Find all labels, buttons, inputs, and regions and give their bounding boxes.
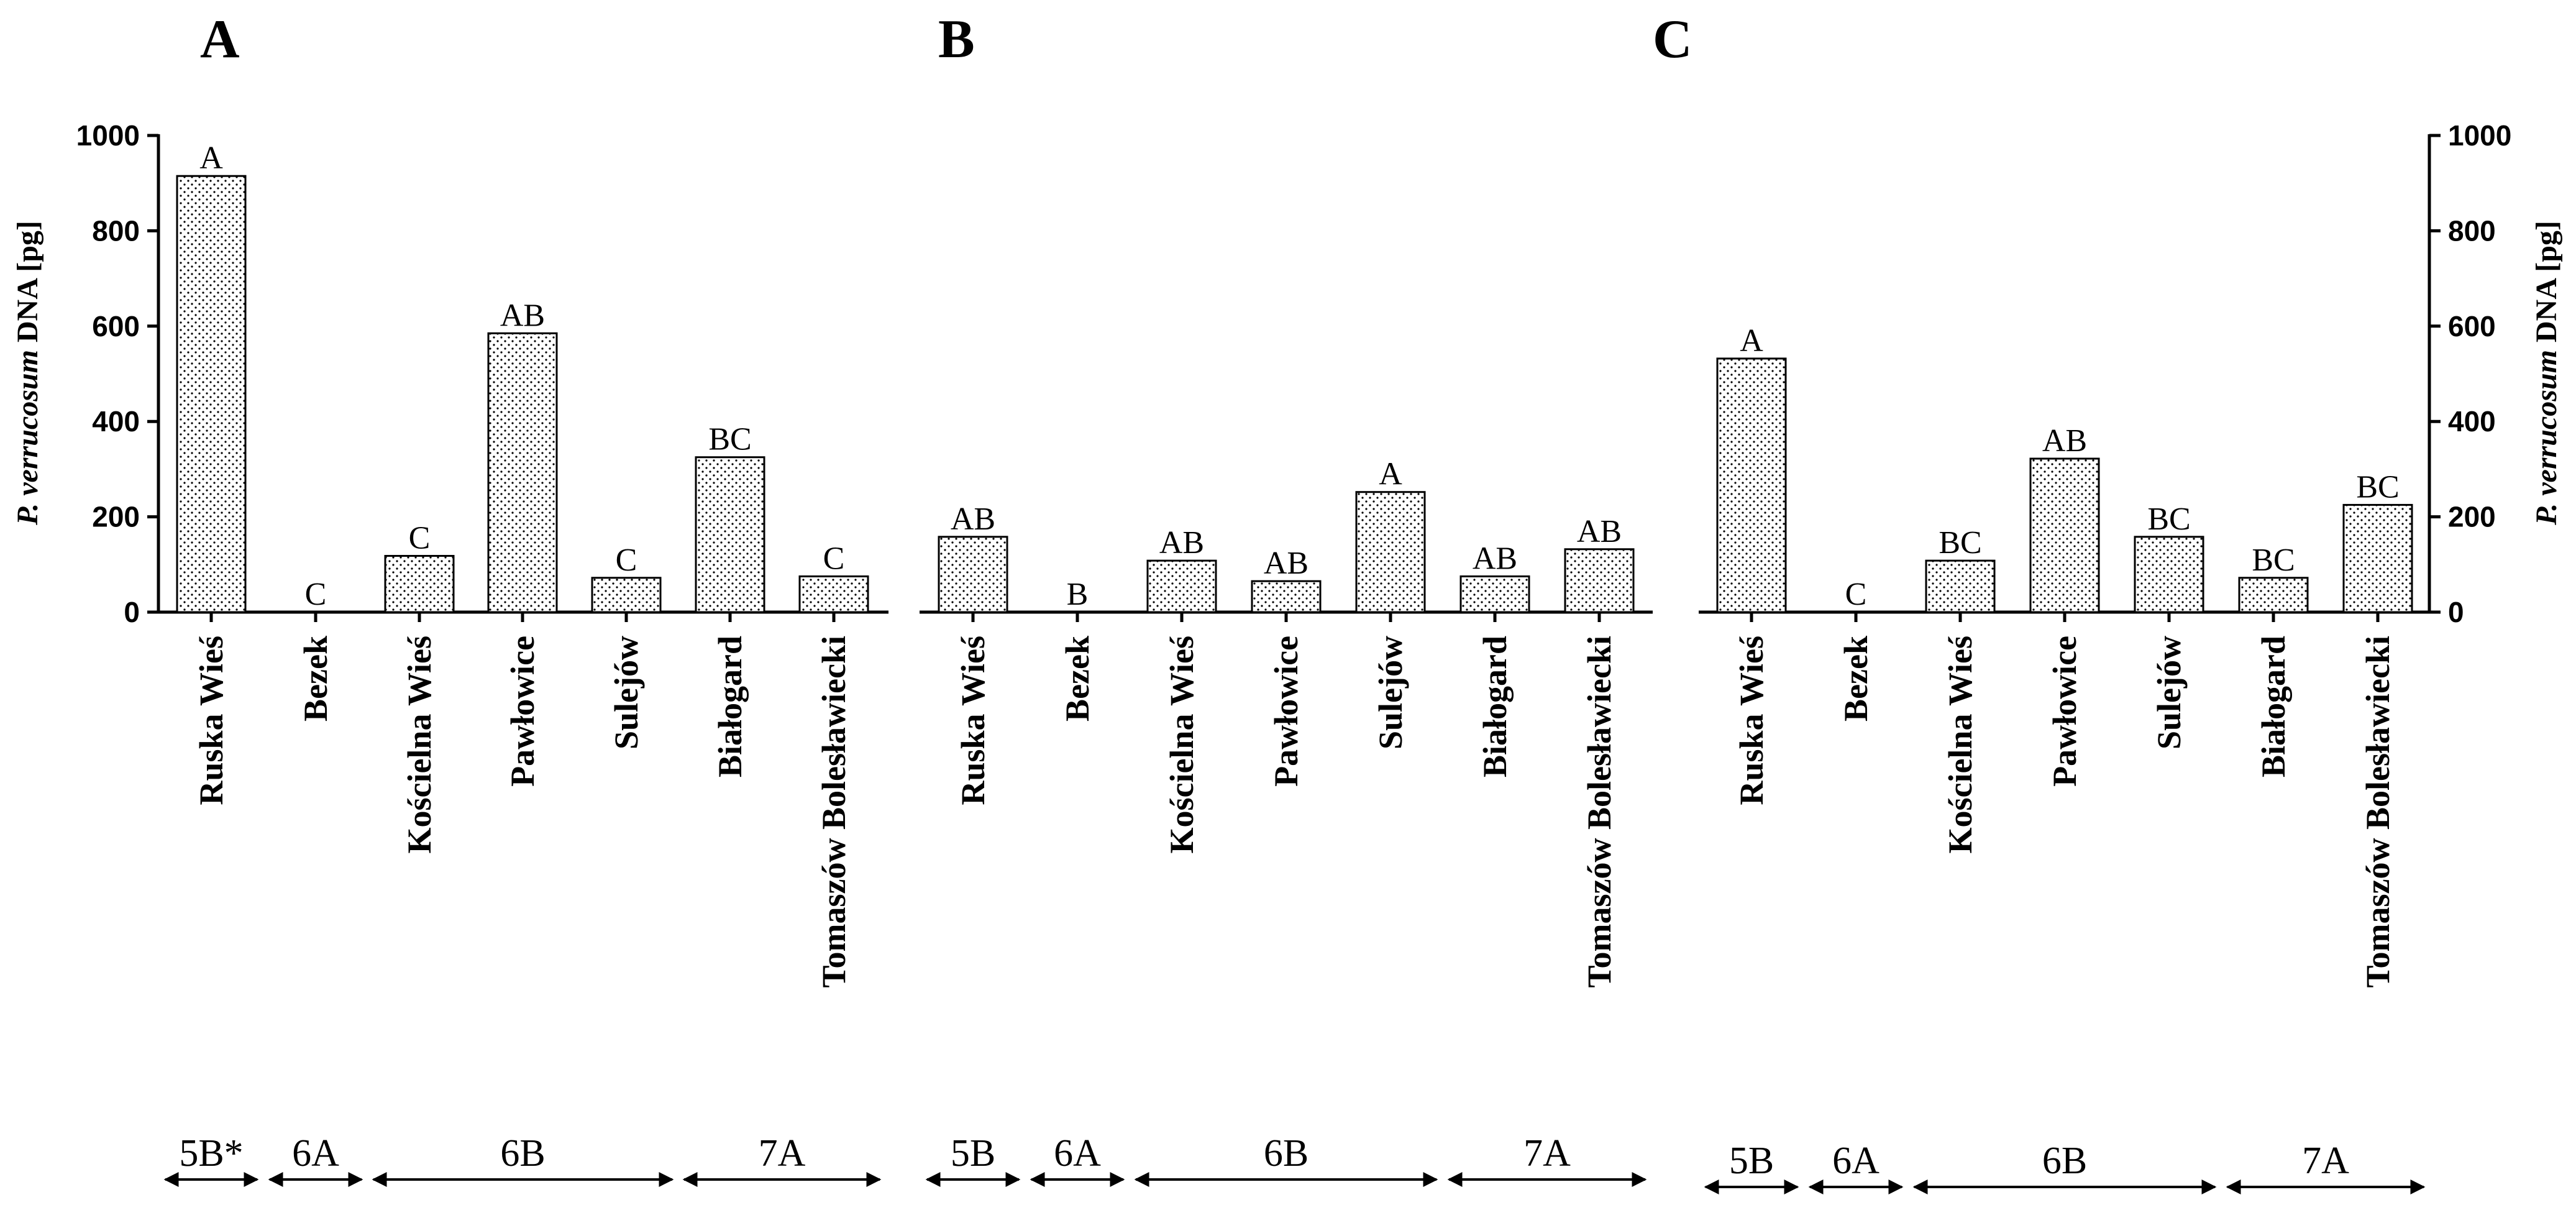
group-label: 6A [1832,1140,1879,1182]
significance-label: C [616,543,637,578]
panel-letter-a: A [200,9,240,70]
category-label: Kościelna Wieś [1942,636,1979,854]
panel-letter-b: B [938,9,975,70]
category-label: Ruska Wieś [193,636,230,805]
bar [1564,548,1635,613]
group-label: 6B [2042,1140,2087,1182]
y-tick-label: 800 [92,214,140,247]
group-label: 7A [1523,1132,1571,1175]
panel-a-chart: 0 200 400 600 800 1000 A Ruska Wieś C Bezek C Kości… [76,119,888,1187]
significance-label: AB [951,502,995,537]
bar [384,554,455,613]
category-label: Bezek [1059,636,1096,721]
significance-label: A [199,140,223,176]
significance-label: AB [1159,525,1204,561]
category-label: Pawłowice [1267,636,1305,787]
category-label: Białogard [711,636,749,777]
significance-label: AB [1577,514,1622,549]
group-label: 6A [1054,1132,1101,1175]
group-label: 5B [1729,1140,1774,1182]
y-axis-label-right: P. verrucosum DNA [pg] [2530,221,2563,526]
group-label: 6A [292,1132,339,1175]
category-label: Ruska Wieś [954,636,992,805]
category-label: Kościelna Wieś [401,636,438,854]
category-label: Tomaszów Bolesławiecki [815,636,852,988]
category-label: Pawłowice [504,636,541,787]
panel-letter-c: C [1653,9,1692,70]
y-tick-label: 400 [2448,405,2496,437]
group-label: 5B* [179,1132,243,1175]
group-label: 7A [2302,1140,2349,1182]
y-tick-label: 400 [92,405,140,437]
category-label: Tomaszów Bolesławiecki [1581,636,1618,988]
bar [176,175,247,613]
category-label: Białogard [2255,636,2292,777]
bar [2029,457,2100,613]
y-tick-label: 600 [2448,310,2496,342]
significance-label: A [1740,323,1763,359]
bar [591,577,662,613]
y-tick-label: 200 [92,501,140,533]
y-tick-label: 1000 [76,119,140,152]
group-label: 6B [500,1132,545,1175]
y-tick-label: 0 [2448,596,2464,628]
significance-label: BC [1939,525,1981,561]
significance-label: AB [1473,541,1517,576]
group-label: 6B [1264,1132,1309,1175]
bar [798,575,869,613]
category-label: Sulejów [2150,636,2188,749]
category-label: Bezek [297,636,334,721]
bar [2238,577,2309,613]
bar [1146,559,1217,613]
bar [695,456,765,613]
y-tick-label: 200 [2448,501,2496,533]
significance-label: C [305,577,327,612]
category-label: Tomaszów Bolesławiecki [2359,636,2396,988]
bar [2342,503,2413,613]
bar [2134,536,2204,613]
bar [1355,491,1426,613]
significance-label: AB [500,298,545,333]
significance-label: C [409,520,431,556]
y-tick-label: 1000 [2448,119,2511,152]
bar [1459,575,1530,613]
group-label: 7A [759,1132,806,1175]
significance-label: BC [2356,469,2399,505]
bar [1716,357,1787,613]
y-axis-label-left: P. verrucosum DNA [pg] [11,221,44,526]
y-tick-label: 800 [2448,214,2496,247]
significance-label: BC [2252,543,2295,578]
significance-label: A [1379,457,1402,492]
significance-label: BC [708,422,751,457]
bar [487,332,558,613]
group-label: 5B [951,1132,995,1175]
bar [1251,580,1322,613]
category-label: Kościelna Wieś [1163,636,1200,854]
category-label: Ruska Wieś [1733,636,1770,805]
y-tick-label: 600 [92,310,140,342]
category-label: Białogard [1476,636,1514,777]
category-label: Bezek [1837,636,1875,721]
significance-label: AB [1264,546,1309,581]
category-label: Sulejów [1372,636,1409,749]
panel-c-chart: 0 200 400 600 800 1000 A Ruska Wieś C Bezek BC Kośc… [1699,119,2511,1194]
panel-b-chart: AB Ruska Wieś B Bezek AB Kościelna Wieś AB Pawł… [920,457,1653,1187]
significance-label: B [1067,577,1089,612]
category-label: Sulejów [608,636,645,749]
category-label: Pawłowice [2046,636,2083,787]
significance-label: C [823,541,845,576]
bar [1925,559,1996,613]
significance-label: C [1845,577,1867,612]
significance-label: AB [2042,423,2087,459]
bar [938,536,1008,613]
y-tick-label: 0 [124,596,140,628]
significance-label: BC [2147,502,2190,537]
